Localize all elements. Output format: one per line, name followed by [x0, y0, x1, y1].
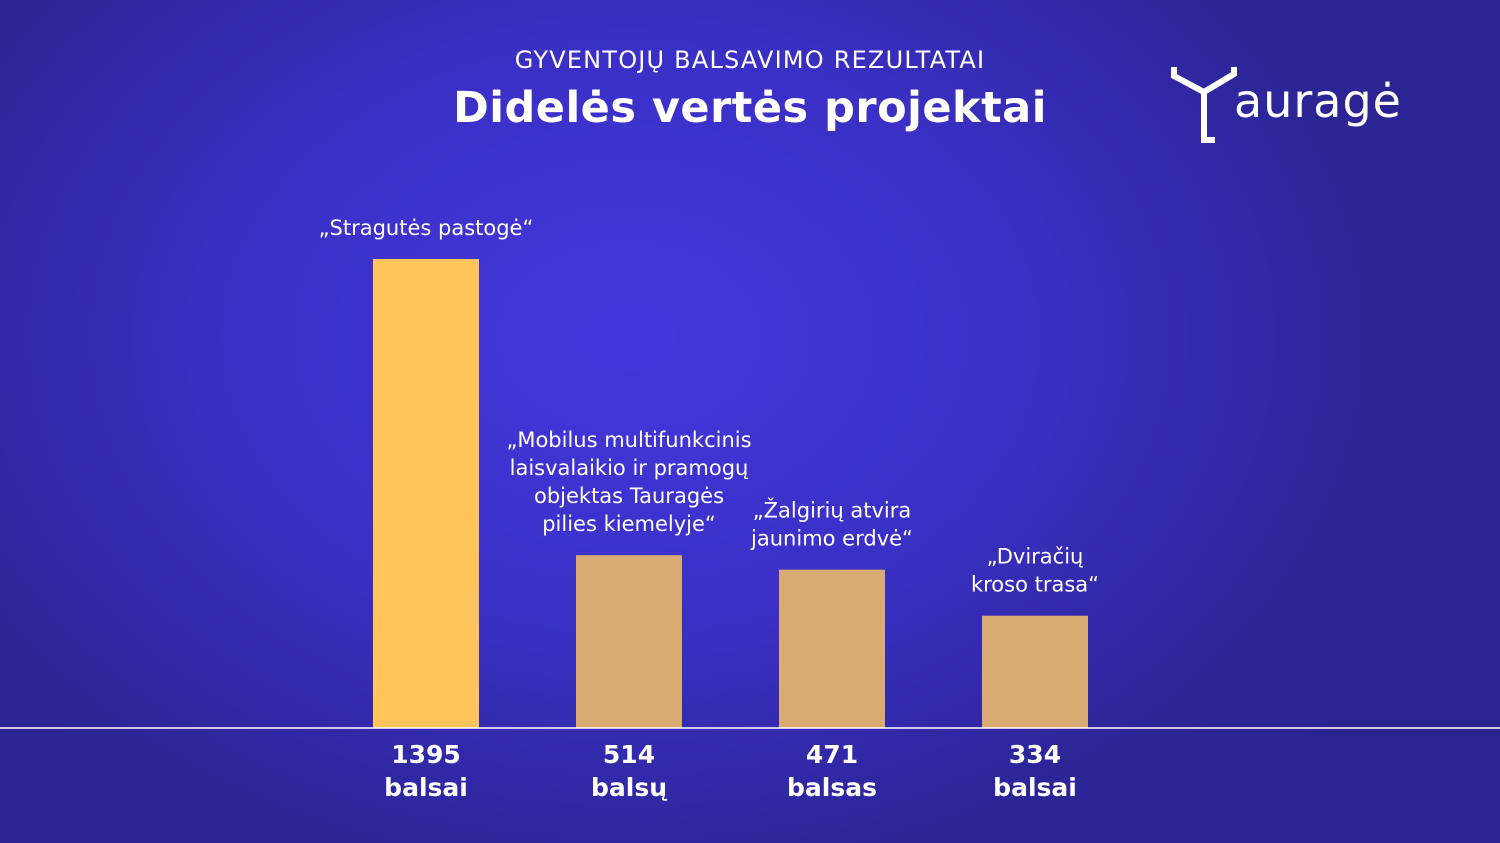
- bar-3: [779, 569, 885, 728]
- taurage-logo: auragė: [1168, 62, 1428, 147]
- value-unit-label-4: balsai: [993, 773, 1077, 802]
- chart-title: Didelės vertės projektai: [453, 83, 1047, 133]
- value-unit-label-3: balsas: [787, 773, 877, 802]
- category-label-line: „Mobilus multifunkcinis: [506, 428, 751, 452]
- category-label-1: „Stragutės pastogė“: [319, 216, 534, 240]
- category-label-4: „Dviračių kroso trasa“: [971, 545, 1099, 597]
- category-label-2: „Mobilus multifunkcinis laisvalaikio ir p…: [506, 428, 751, 536]
- logo-text: auragė: [1234, 74, 1402, 128]
- value-unit-label-2: balsų: [591, 773, 667, 802]
- value-label-3: 471: [806, 740, 858, 769]
- category-label-line: jaunimo erdvė“: [750, 527, 913, 551]
- category-label-line: „Žalgirių atvira: [753, 498, 911, 523]
- category-label-line: „Dviračių: [987, 545, 1084, 569]
- category-label-line: pilies kiemelyje“: [542, 512, 716, 536]
- category-label-line: laisvalaikio ir pramogų: [510, 456, 749, 480]
- value-label-1: 1395: [391, 740, 461, 769]
- value-label-4: 334: [1009, 740, 1061, 769]
- category-label-line: kroso trasa“: [971, 573, 1099, 597]
- value-label-2: 514: [603, 740, 655, 769]
- chart-subtitle: GYVENTOJŲ BALSAVIMO REZULTATAI: [514, 46, 986, 74]
- category-label-3: „Žalgirių atvira jaunimo erdvė“: [750, 498, 913, 551]
- bar-2: [576, 555, 682, 728]
- value-unit-label-1: balsai: [384, 773, 468, 802]
- bar-4: [982, 615, 1088, 728]
- category-label-line: objektas Tauragės: [534, 484, 724, 508]
- bar-1: [373, 259, 479, 728]
- category-label-line: „Stragutės pastogė“: [319, 216, 534, 240]
- taurage-y-logo-icon: [1171, 67, 1237, 143]
